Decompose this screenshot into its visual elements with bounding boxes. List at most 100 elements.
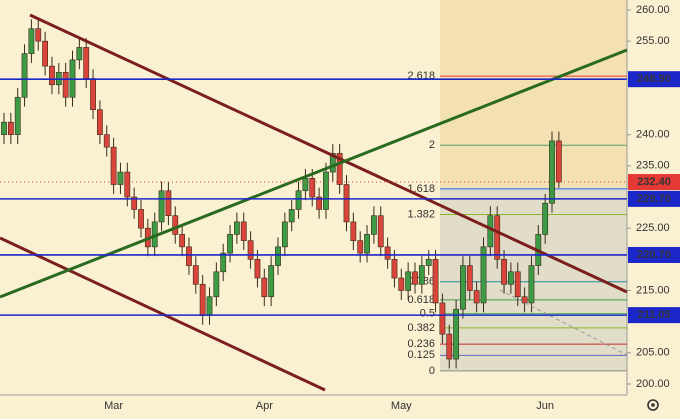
fib-label: 0.125	[407, 349, 435, 361]
candle-body	[206, 296, 213, 316]
candle-body	[213, 271, 220, 298]
settings-icon[interactable]	[647, 399, 659, 411]
y-tick-label: 225.00	[636, 222, 670, 234]
candle-body	[364, 234, 370, 254]
level-label: 220.70	[637, 249, 671, 261]
candle-body	[542, 202, 549, 235]
candle-body	[418, 265, 425, 285]
candle-body	[97, 109, 103, 135]
candle-body	[316, 196, 322, 210]
candle-body	[76, 47, 83, 61]
candle-body	[507, 271, 514, 285]
fib-label: 0.618	[407, 294, 435, 306]
candle-body	[357, 240, 364, 254]
x-tick-label: Mar	[104, 400, 123, 412]
overlay: 200.00 205.00 215.00 225.00 235.00 240.00 255.…	[0, 4, 680, 412]
candle-body	[473, 290, 480, 304]
candle-body	[131, 196, 138, 210]
candle-body	[487, 215, 494, 248]
candle-body	[35, 28, 42, 42]
candle-body	[295, 190, 302, 210]
candle-body	[494, 215, 501, 260]
candle-body	[336, 153, 343, 185]
candle-body	[288, 209, 295, 223]
candle-body	[398, 277, 405, 291]
fib-label: 2.618	[407, 70, 435, 82]
trend-line	[29, 13, 628, 294]
candle-body	[192, 265, 199, 285]
level-label: 211.05	[637, 309, 670, 321]
candle-body	[549, 140, 555, 204]
fib-label: 2	[429, 139, 435, 151]
candle-body	[158, 190, 165, 223]
x-tick-label: Jun	[536, 400, 554, 412]
candle-body	[179, 234, 185, 248]
candle-body	[247, 240, 254, 260]
marks: 2.61821.6181.3820.7860.6180.50.3820.2360…	[1, 19, 627, 377]
candle-body	[21, 53, 28, 98]
y-axis-area	[627, 0, 680, 419]
candle-body	[172, 215, 179, 235]
x-axis-area	[0, 395, 627, 419]
candle-body	[446, 333, 453, 360]
fib-zone-upper	[440, 0, 627, 188]
candle-body	[240, 221, 247, 241]
fib-label: 0.236	[407, 338, 435, 350]
trend-line	[0, 236, 326, 392]
candle-body	[377, 215, 384, 248]
candle-body	[138, 209, 144, 229]
candle-body	[323, 171, 329, 210]
candle-body	[405, 271, 412, 291]
x-tick-label: May	[391, 400, 412, 412]
candle-body	[480, 246, 487, 304]
candle-body	[514, 271, 521, 298]
candle-body	[28, 28, 35, 54]
y-tick-label: 200.00	[636, 378, 670, 390]
candle-body	[425, 259, 432, 266]
fib-label: 0	[429, 365, 435, 377]
candle-body	[49, 65, 55, 86]
candle-body	[275, 246, 281, 266]
level-box	[628, 246, 680, 263]
y-tick-label: 240.00	[636, 129, 670, 141]
candle-body	[220, 252, 227, 273]
candle-body	[439, 302, 446, 335]
candle-body	[555, 140, 562, 183]
candle-body	[466, 265, 473, 291]
fib-label: 0.382	[407, 322, 435, 334]
y-tick-label: 205.00	[636, 347, 670, 359]
candle-body	[117, 171, 124, 185]
candle-body	[14, 96, 21, 135]
candle-body	[281, 221, 288, 248]
candle-body	[350, 221, 357, 241]
candle-body	[521, 296, 528, 304]
y-tick-label: 215.00	[636, 284, 670, 296]
x-tick-label: Apr	[256, 400, 273, 412]
candle-body	[103, 134, 110, 148]
last-price-label: 232.40	[637, 176, 671, 188]
y-tick-label: 235.00	[636, 160, 670, 172]
candle-body	[268, 265, 275, 298]
level-label: 229.70	[637, 193, 671, 205]
candle-body	[370, 215, 377, 235]
candle-body	[83, 47, 90, 79]
candle-body	[199, 283, 206, 316]
candle-body	[227, 234, 233, 254]
candle-body	[124, 171, 131, 198]
candle-body	[165, 190, 172, 216]
y-tick-label: 255.00	[636, 35, 670, 47]
level-box	[628, 307, 680, 324]
candle-body	[329, 153, 336, 173]
candle-body	[460, 265, 466, 310]
candle-body	[186, 246, 192, 266]
level-label: 248.90	[637, 73, 671, 85]
candle-body	[42, 40, 48, 67]
candle-body	[412, 271, 418, 285]
candle-body	[501, 259, 507, 285]
candle-body	[261, 277, 268, 298]
level-box	[628, 71, 680, 88]
candle-body	[110, 146, 117, 185]
candle-body	[1, 121, 7, 135]
